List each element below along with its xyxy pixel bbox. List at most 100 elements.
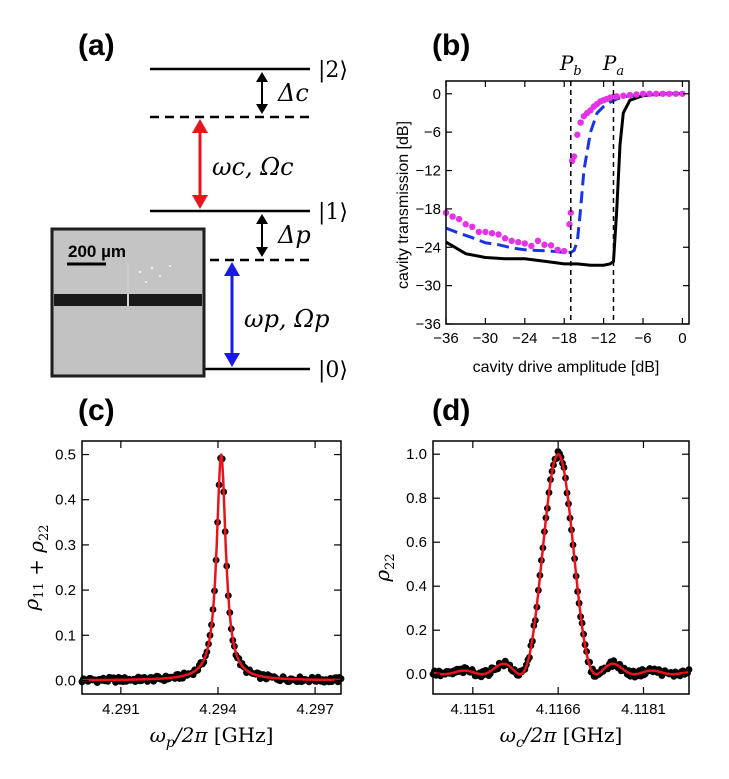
chart-b-magenta-point	[639, 90, 647, 97]
ket-0-label: |0⟩	[318, 358, 348, 383]
chart-b-ytick-label: −18	[416, 201, 441, 218]
chart-b-ytick-label: −30	[416, 278, 441, 295]
panel-label-b: (b)	[432, 29, 470, 62]
chart-b-xtick-label: −6	[634, 330, 651, 347]
probe-arrow	[224, 262, 240, 367]
chart-d-xlabel: ωc/2π [GHz]	[500, 723, 623, 751]
chart-b-magenta-point	[541, 241, 548, 248]
chart-b-magenta-point	[547, 242, 555, 249]
chart-c-fit-curve	[82, 453, 341, 682]
chart-c-ytick-label: 0.0	[55, 672, 76, 689]
chart-b-magenta-point	[475, 228, 483, 236]
chart-b-magenta-point	[652, 90, 660, 97]
chart-b-magenta-point	[482, 228, 489, 236]
panel-label-a: (a)	[78, 29, 115, 62]
chart-b-transmission: Pb Pa −36 −30 −24 −18 −12 −6 0 0 −6 −12 −18 −24 −30 −36	[416, 51, 690, 347]
chart-b-magenta-point	[679, 90, 686, 97]
chart-b-xtick-label: 0	[678, 330, 686, 347]
chart-b-xtick-label: −24	[512, 330, 537, 347]
chart-d-ylabel: ρ22	[370, 553, 398, 582]
chart-b-magenta-point	[613, 93, 620, 100]
chart-b-magenta-point	[554, 246, 561, 254]
chart-b-magenta-point	[672, 90, 680, 97]
chart-b-magenta-point	[515, 238, 522, 246]
chart-d-frame	[432, 440, 690, 695]
chart-b-magenta-point	[528, 242, 535, 250]
chart-c-ylabel: ρ11 + ρ22	[19, 524, 52, 611]
chart-c-probe-spectroscopy: 4.291 4.294 4.297 0.0 0.1 0.2 0.3 0.4 0.5 ωp/2π […	[19, 440, 345, 751]
chart-b-magenta-point	[620, 92, 627, 99]
chart-b-ylabel: cavity transmission [dB]	[395, 121, 412, 289]
chart-b-magenta-point	[577, 119, 584, 126]
panel-label-c: (c)	[78, 394, 115, 427]
delta-c-arrow	[256, 72, 268, 114]
chart-b-magenta-point	[501, 235, 509, 242]
coupling-label: ωc, Ωc	[212, 153, 294, 181]
chart-d-ytick-label: 0.2	[406, 622, 427, 639]
chart-b-marker-label: Pa	[602, 51, 624, 79]
chart-b-ytick-label: 0	[433, 86, 441, 103]
chart-d-ytick-label: 0.4	[406, 578, 427, 595]
chart-b-xtick-label: −12	[591, 330, 616, 347]
device-micrograph-inset: 200 µm	[50, 227, 206, 378]
chart-b-marker-label: Pb	[559, 51, 582, 79]
chart-b-magenta-point	[666, 90, 673, 97]
chart-b-ytick-label: −36	[416, 316, 441, 333]
chart-b-magenta-point	[566, 221, 573, 228]
chart-b-magenta-point	[626, 91, 634, 99]
chart-b-magenta-point	[469, 223, 476, 230]
scale-bar-label: 200 µm	[68, 242, 126, 261]
chart-c-xlabel: ωp/2π [GHz]	[150, 723, 274, 751]
chart-c-xtick-label: 4.294	[199, 701, 237, 718]
panel-label-d: (d)	[432, 394, 470, 427]
chart-b-xtick-label: −36	[433, 330, 458, 347]
ket-1-label: |1⟩	[318, 200, 348, 225]
chart-b-magenta-point	[508, 237, 515, 245]
delta-c-label: Δc	[277, 79, 309, 107]
coupling-arrow	[192, 119, 208, 209]
chart-d-xtick-label: 4.1181	[621, 701, 666, 718]
chart-b-black-curve	[445, 92, 683, 267]
chart-b-magenta-point	[659, 90, 666, 97]
chart-b-frame	[445, 80, 690, 325]
chart-b-magenta-point	[646, 90, 653, 97]
delta-p-label: Δp	[277, 221, 311, 249]
chart-c-ytick-label: 0.4	[55, 492, 76, 509]
chart-d-fit-curve	[432, 452, 689, 676]
chart-b-magenta-point	[449, 213, 456, 220]
chart-d-ytick-label: 0.8	[406, 490, 427, 507]
chart-c-xtick-label: 4.291	[102, 701, 140, 718]
chart-b-ytick-label: −6	[424, 124, 441, 141]
chart-c-ytick-label: 0.3	[55, 537, 76, 554]
chart-d-xtick-label: 4.1151	[450, 701, 495, 718]
energy-level-diagram: |2⟩ |1⟩ |0⟩ Δc Δp ωc, Ωc ωp, Ωp	[150, 58, 348, 383]
chart-c-ytick-label: 0.1	[55, 627, 76, 644]
chart-b-magenta-point	[633, 91, 640, 98]
chart-d-ytick-label: 1.0	[406, 446, 427, 463]
chart-d-ytick-label: 0.6	[406, 534, 427, 551]
delta-p-arrow	[256, 214, 268, 257]
chart-c-xtick-label: 4.297	[296, 701, 334, 718]
probe-label: ωp, Ωp	[244, 305, 329, 333]
chart-d-coupling-spectroscopy: 4.1151 4.1166 4.1181 0.0 0.2 0.4 0.6 0.8 1.0 ωc/2…	[370, 440, 693, 751]
chart-b-magenta-point	[567, 209, 574, 216]
chart-b-xlabel: cavity drive amplitude [dB]	[473, 359, 660, 376]
chart-b-magenta-point	[455, 215, 463, 223]
chart-c-ytick-label: 0.2	[55, 582, 76, 599]
chart-c-frame	[81, 440, 342, 695]
chart-b-magenta-point	[570, 153, 578, 160]
chart-d-ytick-label: 0.0	[406, 666, 427, 683]
chart-d-xtick-label: 4.1166	[536, 701, 581, 718]
chart-b-ytick-label: −12	[416, 163, 441, 180]
chart-b-magenta-point	[521, 240, 529, 247]
chart-b-magenta-point	[462, 221, 469, 228]
chart-b-ytick-label: −24	[416, 239, 441, 256]
chart-b-magenta-point	[488, 229, 496, 237]
ket-2-label: |2⟩	[318, 58, 348, 83]
chart-b-xtick-label: −18	[551, 330, 576, 347]
chart-b-magenta-point	[574, 131, 581, 138]
chart-b-blue-dashed-curve	[445, 92, 683, 254]
chart-b-magenta-point	[495, 231, 502, 238]
chart-b-magenta-point	[534, 237, 542, 245]
